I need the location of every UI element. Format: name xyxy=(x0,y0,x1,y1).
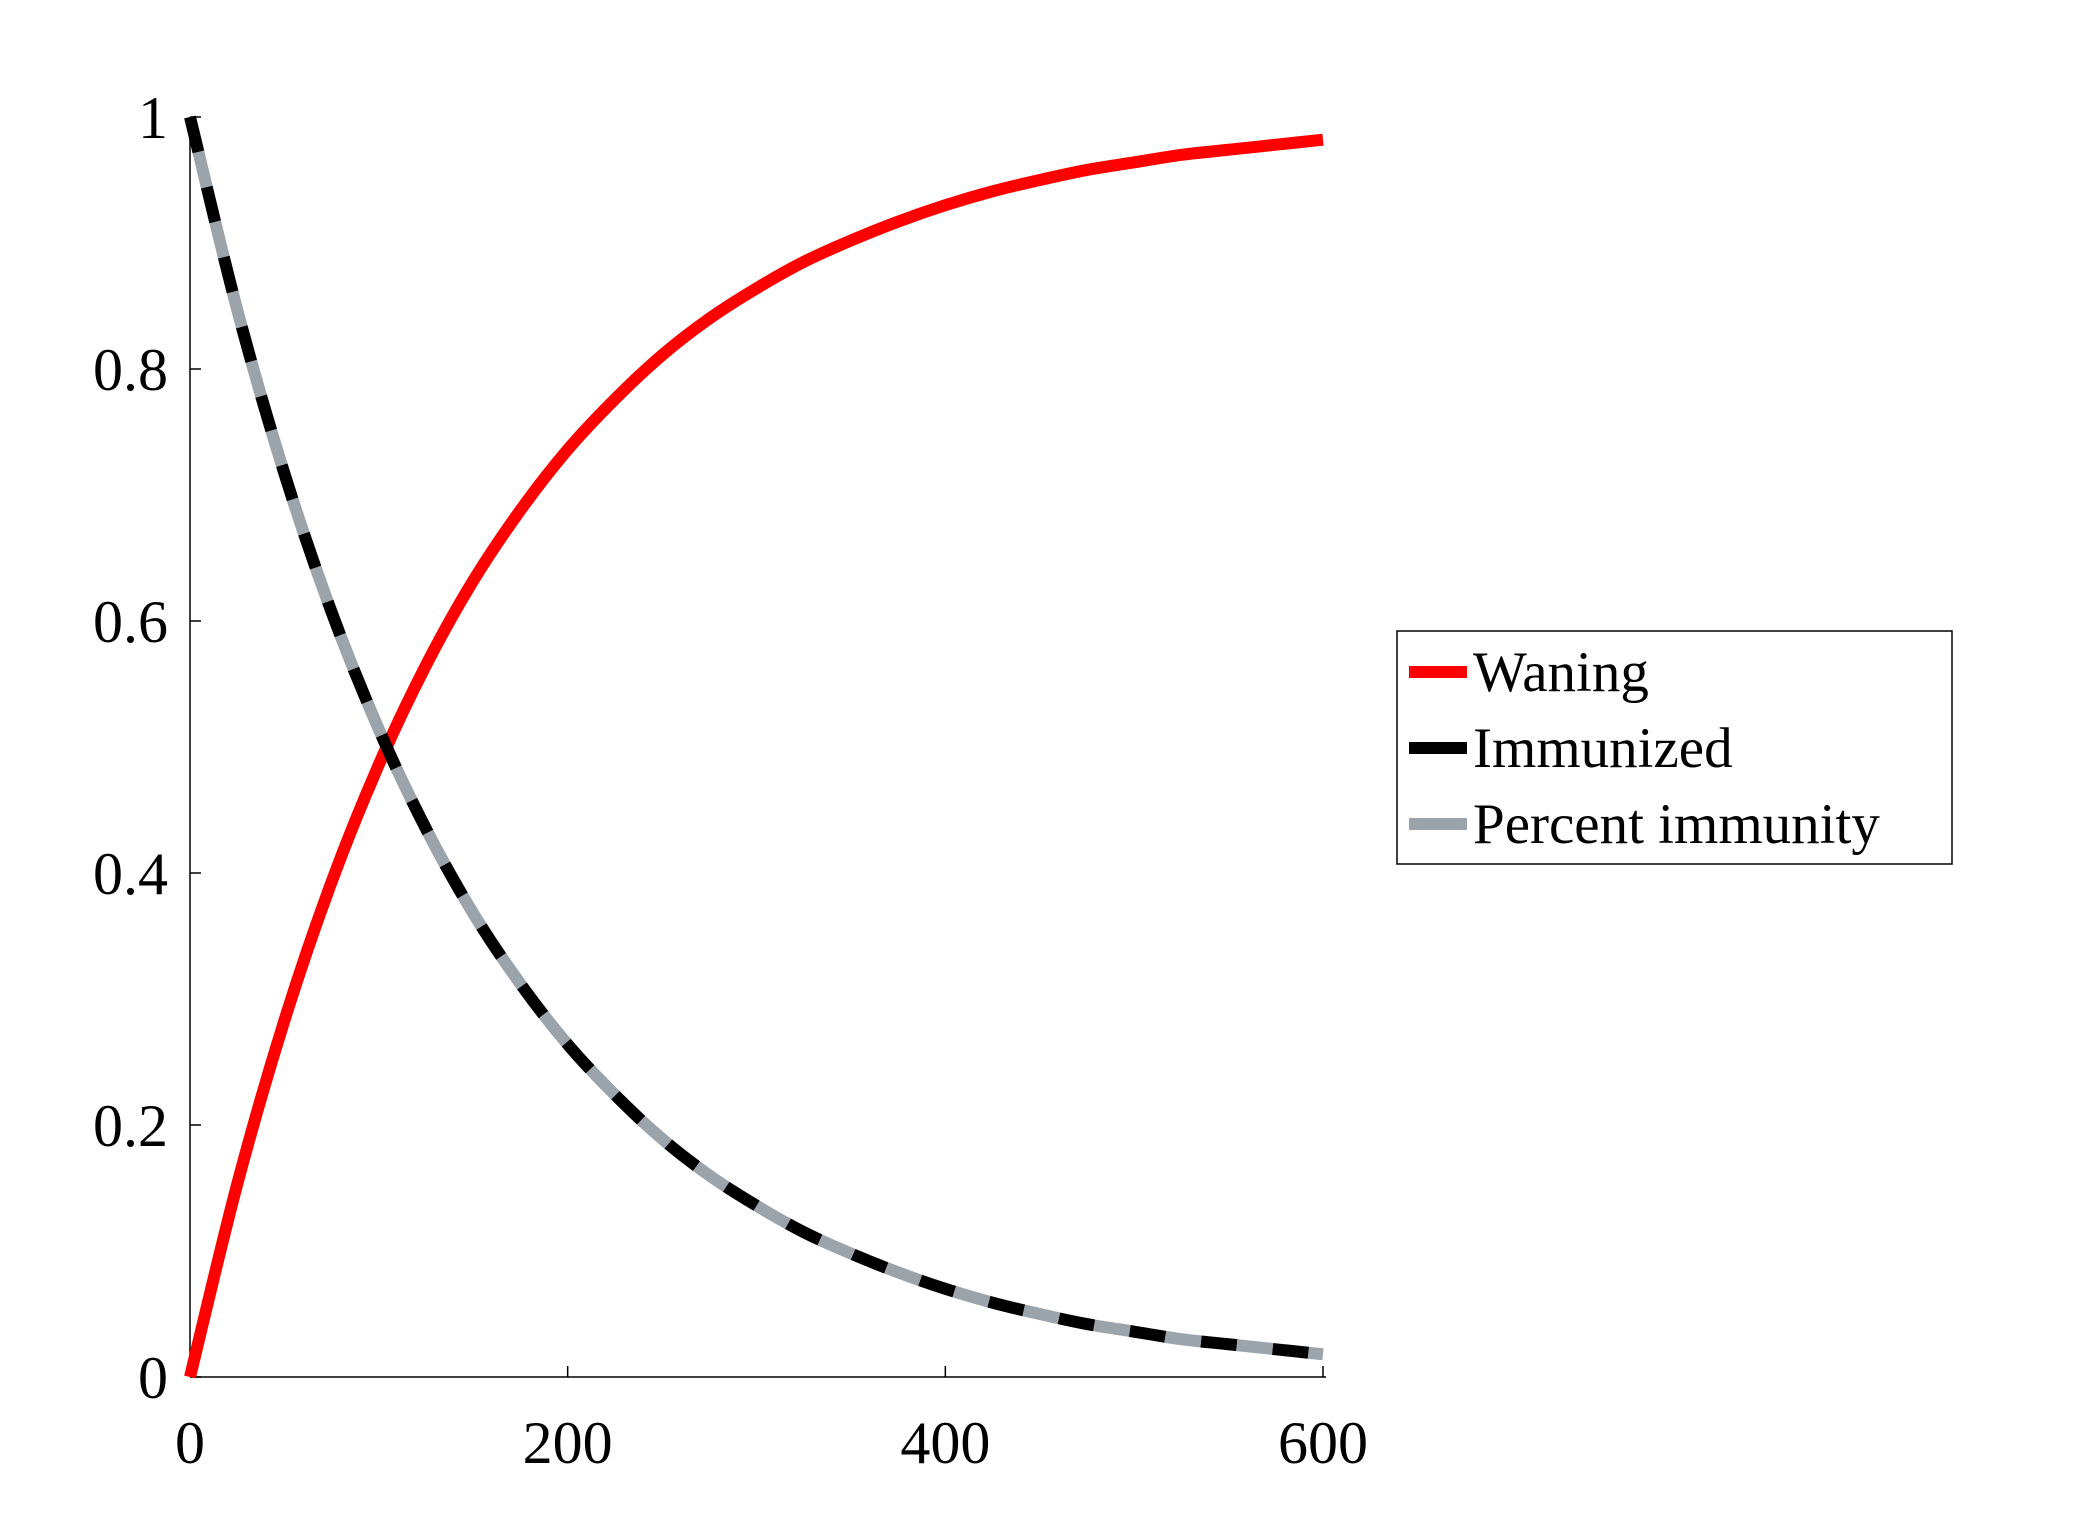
x-tick-label: 400 xyxy=(900,1410,990,1476)
plot-lines xyxy=(184,115,1324,1379)
y-tick-label: 0.6 xyxy=(93,589,168,655)
legend-label-waning: Waning xyxy=(1473,641,1649,704)
series-line-waning xyxy=(184,133,1324,1379)
series-line-immunized xyxy=(184,115,1324,1361)
series-line-percent-immunity xyxy=(184,115,1324,1361)
y-tick-label: 1 xyxy=(138,85,168,151)
x-tick-label: 600 xyxy=(1278,1410,1368,1476)
legend-box xyxy=(1396,630,1953,865)
axes: 0 200 400 600 0 0.2 0.4 0.6 0.8 1 xyxy=(93,85,1368,1476)
y-tick-label: 0.8 xyxy=(93,337,168,403)
x-tick-label: 200 xyxy=(523,1410,613,1476)
legend-label-percent-immunity: Percent immunity xyxy=(1473,793,1880,856)
legend: Waning Immunized Percent immunity xyxy=(1396,630,1953,865)
x-tick-label: 0 xyxy=(175,1410,205,1476)
y-tick-label: 0 xyxy=(138,1345,168,1411)
y-tick-label: 0.2 xyxy=(93,1093,168,1159)
y-tick-label: 0.4 xyxy=(93,841,168,907)
legend-label-immunized: Immunized xyxy=(1473,717,1733,780)
